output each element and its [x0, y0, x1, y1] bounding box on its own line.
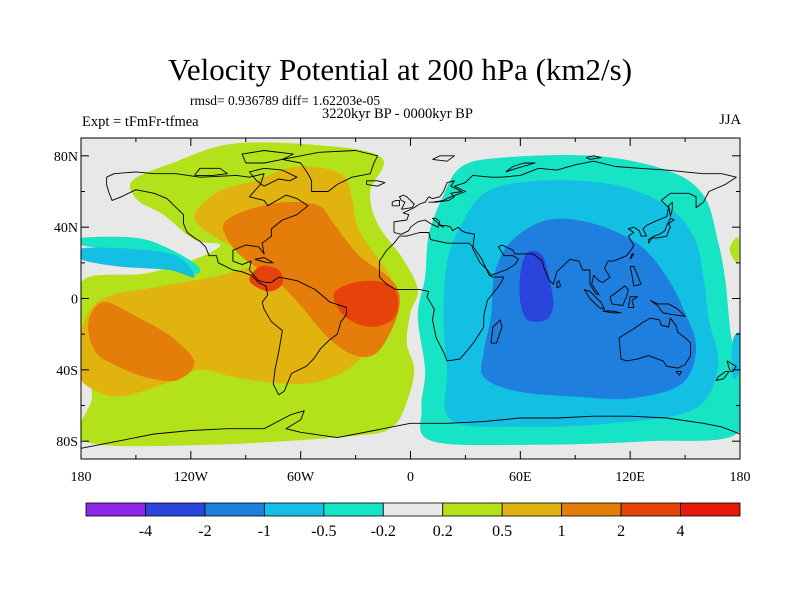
coastline-iceland — [366, 180, 386, 187]
contour-negative-cyan-band — [81, 247, 195, 278]
coastline-eurasia — [393, 160, 737, 296]
period-text: 3220kyr BP - 0000kyr BP — [322, 106, 473, 122]
coastline-new-guinea — [650, 299, 686, 317]
coastline-nz-south — [715, 371, 730, 381]
colorbar-swatch — [323, 502, 384, 517]
coastline-svalbard — [432, 155, 455, 162]
y-tick-label: 40N — [54, 221, 78, 236]
coastline-ireland — [391, 199, 400, 207]
coastline-borneo — [609, 285, 629, 307]
colorbar-label: 1 — [558, 523, 566, 540]
coastline-antarctica — [81, 410, 740, 449]
coastline-afro-eurasia — [378, 232, 505, 362]
x-tick-label: 120E — [615, 470, 645, 485]
contour-positive-red-core — [333, 280, 399, 328]
colorbar-swatch — [204, 502, 265, 517]
coastline-sri-lanka — [556, 280, 562, 289]
coastlines — [81, 150, 740, 449]
coastline-taiwan — [629, 253, 635, 260]
coastline-novaya-zemlya — [505, 162, 536, 173]
stats-text: rmsd= 0.936789 diff= 1.62203e-05 — [190, 93, 381, 108]
coastline-cuba — [254, 257, 274, 264]
colorbar-label: 4 — [677, 523, 685, 540]
colorbar-swatch — [680, 502, 741, 517]
colorbar-label: 0.5 — [492, 523, 512, 540]
y-tick-label: 80S — [56, 435, 78, 450]
colorbar-swatch — [620, 502, 681, 517]
coastline-madagascar — [490, 319, 503, 344]
map-axes: 180 120W 60W 0 60E 120E 180 80N 40N 0 40S 80S — [54, 138, 751, 485]
y-tick-label: 40S — [56, 364, 78, 379]
coastline-victoria — [194, 167, 228, 176]
colorbar: -4 -2 -1 -0.5 -0.2 0.2 0.5 1 2 4 — [85, 502, 741, 540]
colorbar-swatch — [382, 502, 444, 517]
coastline-sakhalin — [668, 201, 673, 217]
experiment-label: Expt = tFmFr-tfmea — [82, 114, 199, 130]
season-label: JJA — [719, 112, 741, 128]
coastline-greenland — [281, 150, 379, 192]
chart-title: Velocity Potential at 200 hPa (km2/s) — [167, 52, 633, 87]
coastline-sumatra — [584, 289, 605, 310]
colorbar-swatch — [442, 502, 503, 517]
contour-negative-cyan-east-small — [731, 332, 740, 379]
colorbar-swatch — [145, 502, 206, 517]
coastline-severnaya — [586, 155, 602, 160]
contour-fields — [81, 142, 740, 447]
coastline-great-britain — [399, 194, 415, 210]
colorbar-swatch — [85, 502, 146, 517]
contour-negative-indigo-core — [519, 250, 554, 322]
y-tick-label: 0 — [71, 293, 78, 308]
x-tick-label: 180 — [71, 470, 92, 485]
colorbar-label: -0.2 — [371, 523, 396, 540]
x-tick-label: 180 — [730, 470, 751, 485]
colorbar-label: -1 — [258, 523, 271, 540]
contour-positive-dark-orange-core — [88, 301, 195, 382]
colorbar-label: -4 — [139, 523, 152, 540]
coastline-americas — [106, 171, 347, 396]
coastline-australia — [618, 317, 692, 369]
colorbar-label: 2 — [617, 523, 625, 540]
colorbar-label: -2 — [198, 523, 211, 540]
coastline-japan — [648, 217, 675, 244]
x-tick-label: 60W — [287, 470, 315, 485]
coastline-tasmania — [675, 371, 682, 376]
colorbar-label: -0.5 — [311, 523, 336, 540]
x-tick-label: 60E — [509, 470, 532, 485]
coastline-java — [602, 310, 622, 314]
colorbar-label: 0.2 — [433, 523, 453, 540]
coastline-ellesmere — [241, 150, 294, 164]
colorbar-swatch — [561, 502, 622, 517]
colorbar-swatch — [263, 502, 325, 517]
coastline-baffin — [248, 167, 298, 187]
colorbar-swatch — [501, 502, 563, 517]
contour-positive-band-east — [729, 237, 740, 264]
contour-positive-red-small — [249, 265, 284, 292]
x-tick-label: 0 — [407, 470, 414, 485]
coastline-nz-north — [726, 360, 737, 373]
coastline-philippines — [629, 265, 642, 287]
x-tick-label: 120W — [174, 470, 209, 485]
coastline-sulawesi — [627, 296, 638, 308]
y-tick-label: 80N — [54, 150, 78, 165]
